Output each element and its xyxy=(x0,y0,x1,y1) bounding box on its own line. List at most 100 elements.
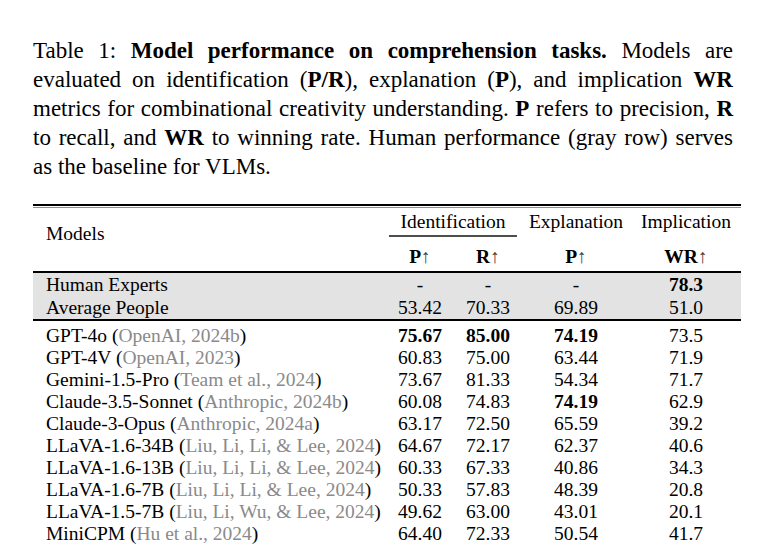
value-cell: 74.83 xyxy=(455,391,521,413)
column-header-explanation-precision: P↑ xyxy=(521,242,631,272)
value-cell: 74.19 xyxy=(521,320,631,347)
caption-bold-segment: P/R xyxy=(307,67,344,92)
metric-label: R xyxy=(476,246,490,267)
citation-link: Team et al., 2024 xyxy=(180,369,315,390)
column-header-identification-precision: P↑ xyxy=(385,242,455,272)
value-cell: 64.67 xyxy=(385,435,455,457)
model-name: LLaVA-1.5-7B xyxy=(46,501,164,522)
table-row: LLaVA-1.6-7B (Liu, Li, Li, & Lee, 2024) 5… xyxy=(33,479,741,501)
caption-segment: ), and implication xyxy=(509,67,693,92)
value-cell: 63.17 xyxy=(385,413,455,435)
identification-group-label: Identification xyxy=(389,211,517,237)
model-name-cell: GPT-4V (OpenAI, 2023) xyxy=(33,347,385,369)
value-cell: 74.19 xyxy=(521,391,631,413)
citation-paren: ( xyxy=(111,347,122,368)
model-name: LLaVA-1.6-13B xyxy=(46,457,174,478)
caption-segment: ), explanation ( xyxy=(345,67,495,92)
citation-paren: ) xyxy=(365,479,372,500)
value-cell: 20.1 xyxy=(631,501,741,523)
caption-bold-segment: WR xyxy=(164,125,204,150)
model-name: Claude-3.5-Sonnet xyxy=(46,391,193,412)
value-cell: 20.8 xyxy=(631,479,741,501)
citation-paren: ( xyxy=(107,325,118,346)
table-row: GPT-4o (OpenAI, 2024b) 75.6785.0074.1973.… xyxy=(33,320,741,347)
citation-paren: ) xyxy=(252,523,259,544)
citation-paren: ) xyxy=(313,413,320,434)
caption-segment: metrics for combinational creativity und… xyxy=(33,96,515,121)
results-table-wrap: Models Identification Explanation Implic… xyxy=(33,204,741,544)
value-cell: - xyxy=(521,272,631,296)
citation-paren: ( xyxy=(193,391,204,412)
value-cell: 72.50 xyxy=(455,413,521,435)
up-arrow-icon: ↑ xyxy=(490,246,500,267)
value-cell: 40.6 xyxy=(631,435,741,457)
model-name: GPT-4o xyxy=(46,325,107,346)
model-name-cell: Average People xyxy=(33,296,385,320)
table-row: Claude-3.5-Sonnet (Anthropic, 2024b)60.0… xyxy=(33,391,741,413)
caption-bold-segment: Model performance on comprehension tasks… xyxy=(131,38,607,63)
value-cell: - xyxy=(385,272,455,296)
model-name-cell: Claude-3-Opus (Anthropic, 2024a) xyxy=(33,413,385,435)
citation-paren: ) xyxy=(240,325,247,346)
model-name: LLaVA-1.6-7B xyxy=(46,479,164,500)
value-cell: 60.33 xyxy=(385,457,455,479)
column-header-identification-recall: R↑ xyxy=(455,242,521,272)
value-cell: 60.08 xyxy=(385,391,455,413)
citation-paren: ( xyxy=(174,435,185,456)
table-caption: Table 1: Model performance on comprehens… xyxy=(33,36,733,181)
value-cell: 67.33 xyxy=(455,457,521,479)
citation-paren: ( xyxy=(169,369,180,390)
table-row: LLaVA-1.6-34B (Liu, Li, Li, & Lee, 2024)… xyxy=(33,435,741,457)
caption-segment: Table 1: xyxy=(33,38,131,63)
up-arrow-icon: ↑ xyxy=(577,246,587,267)
up-arrow-icon: ↑ xyxy=(421,246,431,267)
value-cell: 69.89 xyxy=(521,296,631,320)
value-cell: 62.9 xyxy=(631,391,741,413)
value-cell: 51.0 xyxy=(631,296,741,320)
value-cell: 71.9 xyxy=(631,347,741,369)
citation-link: OpenAI, 2024b xyxy=(118,325,239,346)
model-name-cell: LLaVA-1.6-34B (Liu, Li, Li, & Lee, 2024) xyxy=(33,435,385,457)
table-row: LLaVA-1.5-7B (Liu, Li, Wu, & Lee, 2024)4… xyxy=(33,501,741,523)
value-cell: 72.33 xyxy=(455,523,521,544)
value-cell: 75.00 xyxy=(455,347,521,369)
model-name: MiniCPM xyxy=(46,523,125,544)
column-header-models: Models xyxy=(33,208,385,272)
caption-bold-segment: P xyxy=(515,96,529,121)
citation-link: Hu et al., 2024 xyxy=(137,523,252,544)
group-header-implication: Implication xyxy=(631,208,741,242)
model-name: Human Experts xyxy=(46,274,168,295)
model-rows: GPT-4o (OpenAI, 2024b)75.6785.0074.1973.… xyxy=(33,320,741,544)
model-name: Average People xyxy=(46,297,169,318)
citation-paren: ( xyxy=(174,457,185,478)
table-row: MiniCPM (Hu et al., 2024)64.4072.3350.54… xyxy=(33,523,741,544)
caption-segment: refers to precision, xyxy=(529,96,716,121)
metric-label: P xyxy=(565,246,577,267)
citation-paren: ) xyxy=(374,435,381,456)
value-cell: 65.59 xyxy=(521,413,631,435)
value-cell: 40.86 xyxy=(521,457,631,479)
value-cell: 60.83 xyxy=(385,347,455,369)
value-cell: 41.7 xyxy=(631,523,741,544)
value-cell: 73.5 xyxy=(631,320,741,347)
caption-bold-segment: P xyxy=(495,67,509,92)
citation-link: Anthropic, 2024b xyxy=(204,391,342,412)
table-row: GPT-4V (OpenAI, 2023)60.8375.0063.4471.9 xyxy=(33,347,741,369)
metric-label: P xyxy=(409,246,421,267)
table-row: Gemini-1.5-Pro (Team et al., 2024)73.678… xyxy=(33,369,741,391)
value-cell: 85.00 xyxy=(455,320,521,347)
model-name-cell: LLaVA-1.6-7B (Liu, Li, Li, & Lee, 2024) xyxy=(33,479,385,501)
value-cell: 75.67 xyxy=(385,320,455,347)
results-table: Models Identification Explanation Implic… xyxy=(33,208,741,544)
table-row: LLaVA-1.6-13B (Liu, Li, Li, & Lee, 2024)… xyxy=(33,457,741,479)
value-cell: 72.17 xyxy=(455,435,521,457)
value-cell: 57.83 xyxy=(455,479,521,501)
model-name-cell: MiniCPM (Hu et al., 2024) xyxy=(33,523,385,544)
value-cell: 48.39 xyxy=(521,479,631,501)
value-cell: 39.2 xyxy=(631,413,741,435)
citation-link: Liu, Li, Wu, & Lee, 2024 xyxy=(176,501,375,522)
value-cell: 53.42 xyxy=(385,296,455,320)
model-name: Gemini-1.5-Pro xyxy=(46,369,169,390)
citation-paren: ) xyxy=(374,501,381,522)
caption-bold-segment: WR xyxy=(693,67,733,92)
